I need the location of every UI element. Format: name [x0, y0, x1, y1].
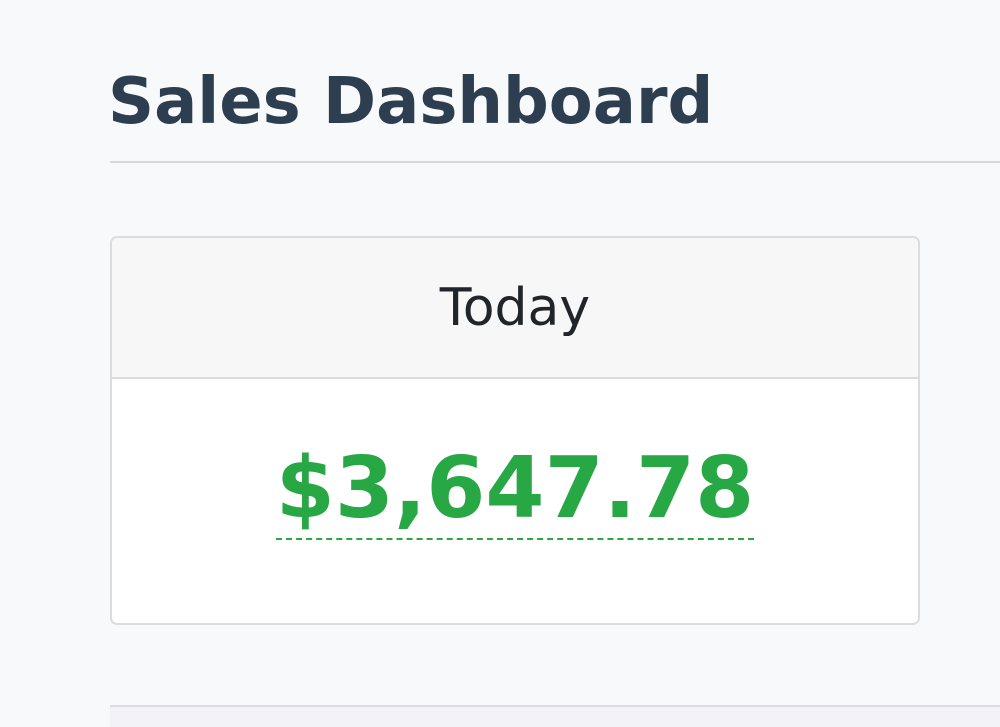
card-header: Today [112, 238, 918, 379]
divider [110, 161, 1000, 163]
page-title: Sales Dashboard [108, 65, 714, 139]
next-panel [110, 705, 1000, 727]
stat-card: Today $3,647.78 [110, 236, 920, 625]
page: Sales Dashboard {"header": {"title": "Sa… [108, 65, 1000, 707]
card-body: $3,647.78 [112, 379, 918, 623]
sales-value[interactable]: $3,647.78 [275, 439, 755, 540]
card-label: Today [439, 277, 591, 338]
body: Sales Dashboard Today $3,647.78 (() => {… [108, 65, 1000, 707]
